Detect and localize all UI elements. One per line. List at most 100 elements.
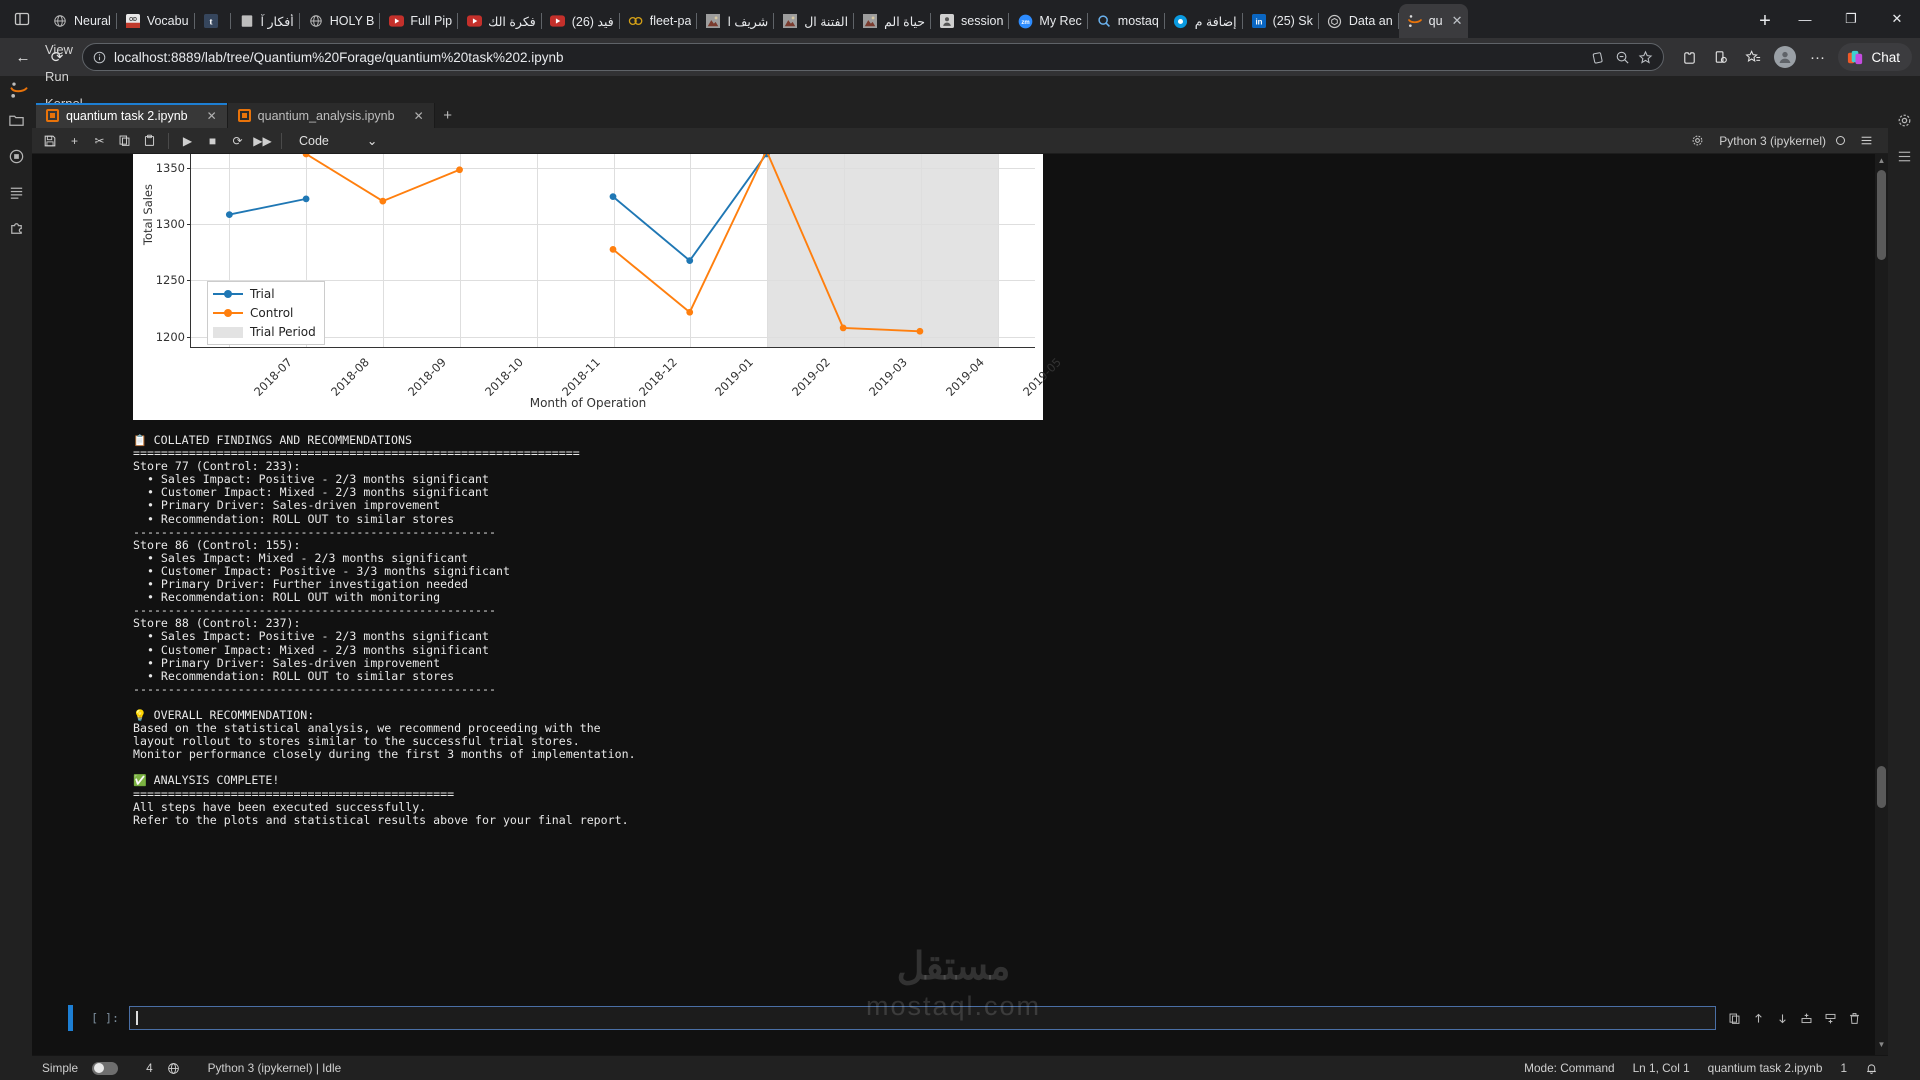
paste-icon[interactable] [138, 129, 161, 152]
extensions-icon[interactable] [1674, 42, 1704, 72]
move-cell-down-icon[interactable] [1776, 1012, 1789, 1025]
browser-tab[interactable]: فكرة الك [458, 4, 542, 38]
back-button[interactable]: ← [15, 48, 31, 66]
data-point-control [302, 154, 310, 158]
info-icon[interactable] [93, 51, 106, 64]
restart-run-all-icon[interactable]: ▶▶ [253, 133, 272, 148]
notebook-toolbar[interactable]: + ✂ ▶ ■ ⟳ ▶▶ Code ⌄ [32, 128, 1888, 154]
profile-avatar[interactable] [1770, 42, 1800, 72]
browser-tab[interactable]: in (25) Sk [1243, 4, 1320, 38]
browser-tab[interactable]: أفكار آ [231, 4, 300, 38]
new-tab-button[interactable]: + [1759, 9, 1771, 32]
browser-tab[interactable]: session [931, 4, 1010, 38]
browser-tab[interactable]: Neural [44, 4, 117, 38]
browser-tab[interactable]: zm My Rec [1009, 4, 1089, 38]
more-options-icon[interactable]: ··· [1809, 48, 1825, 66]
cell-code-input[interactable] [129, 1006, 1716, 1030]
browser-tab-label: session [961, 14, 1004, 28]
cell-toolbar-actions[interactable] [1716, 1012, 1861, 1025]
scroll-down-arrow[interactable]: ▼ [1877, 1040, 1886, 1049]
output-line: ========================================… [133, 446, 580, 461]
chart-output: Total Sales 1200 1250 1300 1350 2018-07 2018… [133, 154, 1064, 420]
browser-tab[interactable]: Data an [1319, 4, 1399, 38]
move-cell-up-icon[interactable] [1752, 1012, 1765, 1025]
kernel-name-label[interactable]: Python 3 (ipykernel) [1719, 133, 1826, 148]
browser-tab[interactable]: OD Vocabu [117, 4, 195, 38]
split-screen-icon[interactable] [1592, 50, 1607, 65]
save-icon[interactable] [38, 129, 61, 152]
browser-tab[interactable]: fleet-pa [620, 4, 698, 38]
insert-cell-below-icon[interactable] [1824, 1012, 1837, 1025]
cell-type-dropdown[interactable]: Code ⌄ [293, 130, 383, 151]
add-document-tab-button[interactable]: + [443, 107, 452, 124]
document-tab[interactable]: quantium task 2.ipynb ✕ [36, 103, 228, 128]
collections-icon[interactable] [1706, 42, 1736, 72]
insert-cell-icon[interactable]: + [70, 133, 78, 148]
document-tab-close-icon[interactable]: ✕ [413, 108, 424, 123]
scrollbar-thumb-lower[interactable] [1877, 766, 1886, 808]
browser-tab[interactable]: mostaq [1088, 4, 1165, 38]
run-cell-icon[interactable]: ▶ [182, 133, 193, 148]
scroll-up-arrow[interactable]: ▲ [1877, 156, 1886, 165]
window-close-button[interactable]: ✕ [1891, 11, 1903, 26]
document-tab-close-icon[interactable]: ✕ [206, 108, 217, 123]
cursor-position-label[interactable]: Ln 1, Col 1 [1632, 1061, 1690, 1075]
browser-tab[interactable]: الفتنة ال [774, 4, 854, 38]
address-bar[interactable]: localhost:8889/lab/tree/Quantium%20Forag… [82, 43, 1665, 71]
browser-tab[interactable]: t [195, 4, 231, 38]
document-tab[interactable]: quantium_analysis.ipynb ✕ [227, 103, 435, 128]
delete-cell-icon[interactable] [1848, 1012, 1861, 1025]
insert-cell-above-icon[interactable] [1800, 1012, 1813, 1025]
bell-icon[interactable] [1865, 1062, 1878, 1075]
x-tick-label: 2019-01 [712, 355, 757, 399]
series-line-trial [229, 197, 307, 216]
document-tabs[interactable]: quantium task 2.ipynb ✕ quantium_analysis.… [32, 103, 1888, 128]
table-of-contents-icon[interactable] [5, 181, 27, 203]
property-inspector-icon[interactable] [1893, 109, 1915, 131]
output-line [133, 761, 1855, 774]
kernel-status-label[interactable]: Python 3 (ipykernel) | Idle [207, 1061, 342, 1075]
active-code-cell[interactable]: [ ]: [68, 1005, 1861, 1031]
gear-icon[interactable] [1686, 129, 1709, 152]
legend-label: Trial Period [250, 325, 316, 339]
zoom-out-icon[interactable] [1615, 50, 1630, 65]
browser-tab[interactable]: (26) فيد [542, 4, 620, 38]
menu-item-view[interactable]: View [45, 41, 73, 57]
scrollbar-thumb[interactable] [1877, 170, 1886, 260]
browser-tab[interactable]: إضافة م [1165, 4, 1243, 38]
minimize-button[interactable]: — [1798, 11, 1812, 27]
notebook-scrollbar[interactable]: ▲ ▼ [1875, 154, 1888, 1055]
menu-item-run[interactable]: Run [45, 68, 69, 84]
running-terminals-icon[interactable] [5, 145, 27, 167]
browser-tab-active[interactable]: qu ✕ [1398, 4, 1469, 38]
jupyter-right-sidebar[interactable] [1888, 103, 1920, 1080]
maximize-button[interactable]: ❐ [1845, 11, 1857, 26]
notebook-icon [237, 109, 251, 122]
simple-mode-toggle[interactable] [92, 1061, 119, 1075]
copilot-chat-button[interactable]: Chat [1838, 43, 1912, 71]
favorites-list-icon[interactable] [1738, 42, 1768, 72]
restart-kernel-icon[interactable]: ⟳ [232, 133, 243, 148]
cut-icon[interactable]: ✂ [94, 133, 105, 148]
tab-close-icon[interactable]: ✕ [1451, 13, 1463, 28]
list-icon[interactable] [1855, 129, 1878, 152]
tab-actions-icon[interactable] [0, 0, 44, 38]
browser-tabstrip[interactable]: Neural OD Vocabu t أفكار آ HOLY B Full Pip فكرة… [44, 0, 1748, 38]
debugger-icon[interactable] [1893, 145, 1915, 167]
browser-tab[interactable]: شريف ا [697, 4, 774, 38]
window-controls[interactable]: — ❐ ✕ [1782, 0, 1920, 38]
copy-icon[interactable] [113, 129, 136, 152]
globe-icon[interactable] [167, 1062, 180, 1075]
browser-tab[interactable]: حياة الم [854, 4, 931, 38]
browser-tab[interactable]: Full Pip [380, 4, 458, 38]
browser-tab-label: Data an [1348, 14, 1393, 28]
file-browser-icon[interactable] [5, 109, 27, 131]
duplicate-cell-icon[interactable] [1728, 1012, 1741, 1025]
browser-tab[interactable]: HOLY B [300, 4, 381, 38]
active-filename-label: quantium task 2.ipynb [1707, 1061, 1823, 1075]
jupyter-left-sidebar[interactable] [0, 103, 32, 1080]
stop-kernel-icon[interactable]: ■ [208, 133, 217, 148]
reload-button[interactable]: ⟳ [50, 49, 64, 66]
extension-manager-icon[interactable] [5, 217, 27, 239]
favorite-star-icon[interactable] [1638, 50, 1653, 65]
